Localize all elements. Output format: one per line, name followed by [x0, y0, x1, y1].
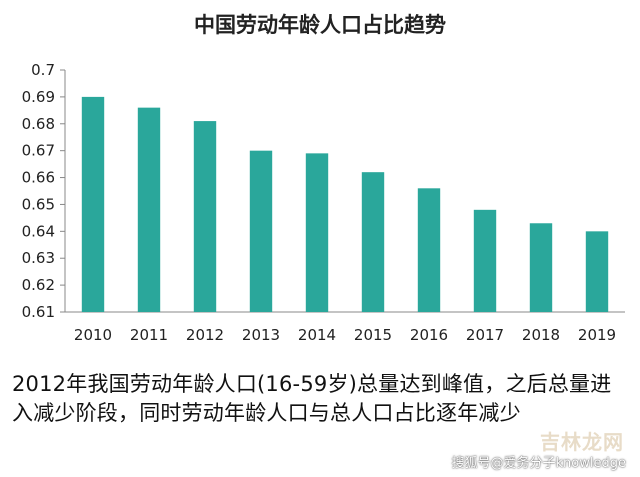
- x-tick-label: 2019: [578, 326, 616, 344]
- x-tick-label: 2015: [354, 326, 392, 344]
- chart-title: 中国劳动年龄人口占比趋势: [194, 13, 446, 37]
- bar-2013: [249, 150, 273, 312]
- x-tick-label: 2010: [74, 326, 112, 344]
- y-tick-label: 0.69: [22, 88, 55, 106]
- x-tick-label: 2014: [298, 326, 336, 344]
- y-tick-label: 0.67: [22, 142, 55, 160]
- y-tick-label: 0.62: [22, 276, 55, 294]
- y-tick-label: 0.61: [22, 303, 55, 321]
- y-tick-label: 0.68: [22, 115, 55, 133]
- y-tick-label: 0.63: [22, 249, 55, 267]
- y-tick-label: 0.7: [31, 61, 55, 79]
- bar-2016: [417, 188, 441, 312]
- x-tick-labels: 2010 2011 2012 2013 2014 2015 2016 2017 2018 2019: [74, 326, 616, 344]
- bar-chart: 中国劳动年龄人口占比趋势 2010 2011 2012 2013 2014 2015 201…: [22, 13, 625, 344]
- bar-2015: [361, 172, 385, 312]
- bar-2018: [529, 223, 553, 312]
- watermark-account: 搜狐号@爱务分子knowledge: [451, 456, 626, 471]
- bar-2019: [585, 231, 609, 312]
- watermark-site: 吉林龙网: [540, 430, 624, 454]
- bar-2011: [137, 107, 161, 313]
- x-tick-label: 2011: [130, 326, 168, 344]
- chart-caption: 2012年我国劳动年龄人口(16-59岁)总量达到峰值，之后总量进入减少阶段，同…: [12, 372, 612, 425]
- y-tick-label: 0.66: [22, 169, 55, 187]
- x-tick-label: 2017: [466, 326, 504, 344]
- bar-2012: [193, 121, 217, 312]
- y-tick-label: 0.64: [22, 222, 55, 240]
- bar-2010: [81, 96, 105, 312]
- y-tick-labels: 0.61 0.62 0.63 0.64 0.65 0.66 0.67 0.68 0.69 0.7: [22, 61, 55, 321]
- x-tick-label: 2012: [186, 326, 224, 344]
- x-tick-label: 2016: [410, 326, 448, 344]
- bar-2017: [473, 209, 497, 312]
- x-tick-label: 2018: [522, 326, 560, 344]
- bar-2014: [305, 153, 329, 312]
- y-tick-label: 0.65: [22, 195, 55, 213]
- x-tick-label: 2013: [242, 326, 280, 344]
- chart-bars: [81, 96, 609, 313]
